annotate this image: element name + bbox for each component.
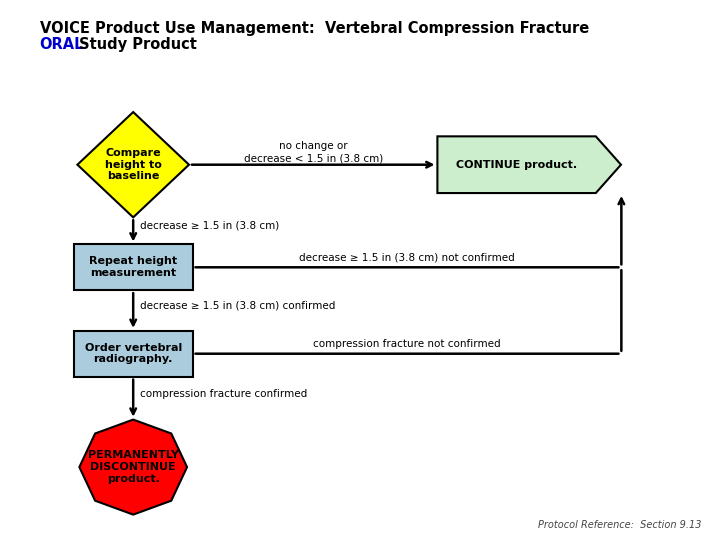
Text: decrease < 1.5 in (3.8 cm): decrease < 1.5 in (3.8 cm)	[243, 153, 383, 163]
Text: no change or: no change or	[279, 141, 348, 151]
Text: decrease ≥ 1.5 in (3.8 cm) confirmed: decrease ≥ 1.5 in (3.8 cm) confirmed	[140, 300, 336, 310]
Text: compression fracture confirmed: compression fracture confirmed	[140, 389, 307, 399]
Polygon shape	[78, 112, 189, 217]
Polygon shape	[79, 420, 187, 515]
Text: CONTINUE product.: CONTINUE product.	[456, 160, 577, 170]
Text: Repeat height
measurement: Repeat height measurement	[89, 256, 177, 278]
Text: VOICE Product Use Management:  Vertebral Compression Fracture: VOICE Product Use Management: Vertebral …	[40, 21, 589, 36]
Text: decrease ≥ 1.5 in (3.8 cm) not confirmed: decrease ≥ 1.5 in (3.8 cm) not confirmed	[299, 253, 515, 263]
FancyBboxPatch shape	[73, 330, 193, 377]
Text: Order vertebral
radiography.: Order vertebral radiography.	[84, 343, 182, 364]
Text: PERMANENTLY
DISCONTINUE
product.: PERMANENTLY DISCONTINUE product.	[88, 450, 179, 484]
Text: Study Product: Study Product	[74, 37, 197, 52]
Text: ORAL: ORAL	[40, 37, 84, 52]
Text: compression fracture not confirmed: compression fracture not confirmed	[313, 339, 501, 349]
Text: Protocol Reference:  Section 9.13: Protocol Reference: Section 9.13	[539, 520, 702, 530]
Text: decrease ≥ 1.5 in (3.8 cm): decrease ≥ 1.5 in (3.8 cm)	[140, 220, 279, 231]
FancyBboxPatch shape	[73, 244, 193, 291]
Polygon shape	[438, 137, 621, 193]
Text: Compare
height to
baseline: Compare height to baseline	[105, 148, 161, 181]
